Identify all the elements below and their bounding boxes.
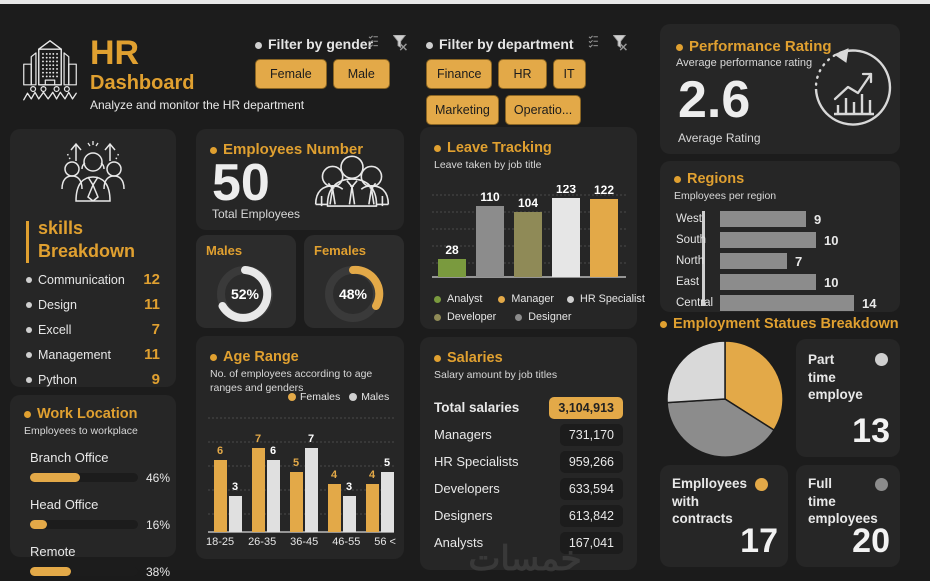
svg-text:48%: 48% xyxy=(339,286,368,302)
svg-text:5: 5 xyxy=(384,457,390,469)
svg-text:7: 7 xyxy=(255,433,261,445)
svg-text:122: 122 xyxy=(594,185,614,197)
svg-text:3: 3 xyxy=(232,481,238,493)
svg-text:110: 110 xyxy=(480,190,500,204)
svg-text:104: 104 xyxy=(518,196,538,210)
svg-text:28: 28 xyxy=(445,243,459,257)
svg-text:6: 6 xyxy=(217,445,223,457)
svg-text:7: 7 xyxy=(308,433,314,445)
svg-text:4: 4 xyxy=(369,469,376,481)
svg-text:4: 4 xyxy=(331,469,338,481)
svg-text:52%: 52% xyxy=(231,286,260,302)
svg-text:5: 5 xyxy=(293,457,299,469)
svg-text:3: 3 xyxy=(346,481,352,493)
svg-text:6: 6 xyxy=(270,445,276,457)
svg-text:123: 123 xyxy=(556,185,576,196)
